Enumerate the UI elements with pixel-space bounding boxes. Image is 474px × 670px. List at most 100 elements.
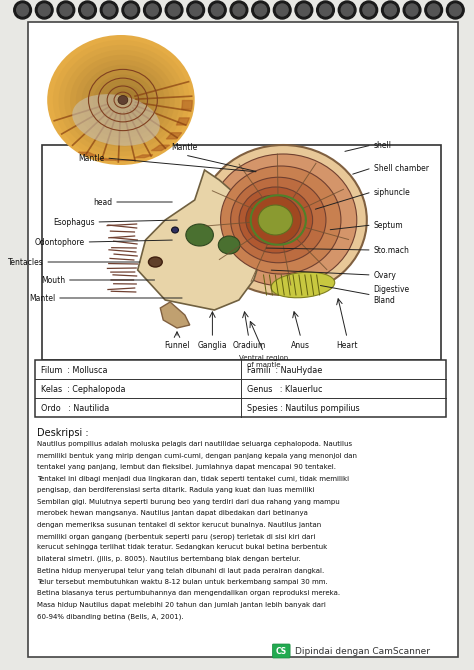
- Text: Anus: Anus: [292, 341, 310, 350]
- Text: Heart: Heart: [337, 341, 358, 350]
- Text: Mouth: Mouth: [41, 275, 65, 285]
- Circle shape: [211, 4, 223, 16]
- Ellipse shape: [186, 224, 213, 246]
- Circle shape: [125, 4, 137, 16]
- Text: Nautilus pompilius adalah moluska pelagis dari nautilidae seluarga cephalopoda. : Nautilus pompilius adalah moluska pelagi…: [37, 441, 353, 447]
- Ellipse shape: [220, 166, 341, 274]
- Text: Tentacles: Tentacles: [8, 257, 43, 267]
- Text: Ordo   : Nautilida: Ordo : Nautilida: [41, 403, 109, 413]
- Ellipse shape: [219, 236, 240, 254]
- Text: Spesies : Nautilus pompilius: Spesies : Nautilus pompilius: [247, 403, 359, 413]
- Circle shape: [403, 1, 421, 19]
- Text: bilateral simetri. (Jilis, p. 8005). Nautilus bertembang biak dengan bertelur.: bilateral simetri. (Jilis, p. 8005). Nau…: [37, 556, 301, 563]
- Circle shape: [449, 4, 461, 16]
- Text: Ganglia: Ganglia: [198, 341, 227, 350]
- Circle shape: [187, 1, 205, 19]
- Circle shape: [425, 1, 443, 19]
- Ellipse shape: [76, 60, 170, 143]
- Circle shape: [382, 1, 399, 19]
- Circle shape: [36, 1, 53, 19]
- Text: Kelas  : Cephalopoda: Kelas : Cephalopoda: [41, 385, 126, 393]
- Circle shape: [295, 1, 313, 19]
- Text: Dipindai dengan CamScanner: Dipindai dengan CamScanner: [295, 647, 430, 657]
- Circle shape: [209, 1, 226, 19]
- Text: Ovary: Ovary: [374, 271, 397, 279]
- FancyBboxPatch shape: [273, 644, 290, 658]
- Ellipse shape: [118, 96, 128, 105]
- Circle shape: [146, 4, 158, 16]
- Circle shape: [79, 1, 96, 19]
- Text: Mantle: Mantle: [78, 153, 104, 163]
- Circle shape: [428, 4, 439, 16]
- Text: 60-94% dibanding betina (Bells, A, 2001).: 60-94% dibanding betina (Bells, A, 2001)…: [37, 614, 184, 620]
- Text: kerucut sehingga terlihat tidak teratur. Sedangkan kerucut bukal betina berbentu: kerucut sehingga terlihat tidak teratur.…: [37, 545, 328, 551]
- Text: merobek hewan mangsanya. Nautilus jantan dapat dibedakan dari betinanya: merobek hewan mangsanya. Nautilus jantan…: [37, 510, 308, 516]
- Text: Famili  : NauHydae: Famili : NauHydae: [247, 366, 322, 375]
- Ellipse shape: [64, 50, 180, 151]
- Ellipse shape: [99, 80, 150, 125]
- Ellipse shape: [148, 257, 162, 267]
- Circle shape: [341, 4, 353, 16]
- Text: shell: shell: [374, 141, 392, 149]
- Text: memiliki bentuk yang mirip dengan cumi-cumi, dengan panjang kepala yang menonjol: memiliki bentuk yang mirip dengan cumi-c…: [37, 452, 357, 458]
- Text: Esophagus: Esophagus: [53, 218, 94, 226]
- Text: Betina biasanya terus pertumbuhannya dan mengendalikan organ reproduksi mereka.: Betina biasanya terus pertumbuhannya dan…: [37, 590, 340, 596]
- Ellipse shape: [72, 94, 160, 146]
- Bar: [36, 360, 447, 417]
- Text: Digestive
Bland: Digestive Bland: [374, 285, 410, 305]
- Ellipse shape: [200, 145, 367, 295]
- Text: Genus   : Klauerluc: Genus : Klauerluc: [247, 385, 322, 393]
- Ellipse shape: [210, 154, 357, 286]
- Bar: [42, 145, 440, 360]
- Circle shape: [122, 1, 140, 19]
- Circle shape: [165, 1, 183, 19]
- Text: Mantle: Mantle: [172, 143, 198, 152]
- Text: Masa hidup Nautilus dapat melebihi 20 tahun dan jumlah jantan lebih banyak dari: Masa hidup Nautilus dapat melebihi 20 ta…: [37, 602, 326, 608]
- Text: Betina hidup menyerupai telur yang telah dibunahi di laut pada perairan dangkal.: Betina hidup menyerupai telur yang telah…: [37, 567, 325, 574]
- Circle shape: [273, 1, 291, 19]
- Ellipse shape: [110, 89, 140, 115]
- Ellipse shape: [246, 195, 301, 245]
- Ellipse shape: [93, 74, 155, 129]
- Circle shape: [190, 4, 201, 16]
- Circle shape: [144, 1, 161, 19]
- Text: dengan memeriksa susunan tentakel di sektor kerucut bunalnya. Nautilus jantan: dengan memeriksa susunan tentakel di sek…: [37, 521, 321, 527]
- Text: Filum  : Mollusca: Filum : Mollusca: [41, 366, 108, 375]
- Text: Funnel: Funnel: [164, 341, 190, 350]
- Text: Tentakel ini dibagi menjadi dua lingkaran dan, tidak seperti tentakel cumi, tida: Tentakel ini dibagi menjadi dua lingkara…: [37, 476, 349, 482]
- Circle shape: [82, 4, 93, 16]
- Polygon shape: [137, 170, 264, 310]
- Circle shape: [317, 1, 334, 19]
- Circle shape: [384, 4, 396, 16]
- Ellipse shape: [82, 65, 164, 138]
- Text: Ventral region
of mantle: Ventral region of mantle: [239, 355, 288, 368]
- Text: Septum: Septum: [374, 220, 403, 230]
- Polygon shape: [160, 302, 190, 328]
- Circle shape: [363, 4, 374, 16]
- Circle shape: [230, 1, 248, 19]
- Ellipse shape: [87, 70, 160, 133]
- Circle shape: [233, 4, 245, 16]
- Text: Sto.mach: Sto.mach: [374, 245, 410, 255]
- Circle shape: [447, 1, 464, 19]
- Text: Oradium: Oradium: [232, 341, 265, 350]
- Text: Mantel: Mantel: [29, 293, 55, 302]
- Text: Shell chamber: Shell chamber: [374, 163, 428, 172]
- Text: memiliki organ gangang (berbentuk seperti paru (serop) terletak di sisi kiri dar: memiliki organ gangang (berbentuk sepert…: [37, 533, 316, 539]
- Circle shape: [103, 4, 115, 16]
- Ellipse shape: [53, 40, 190, 161]
- Circle shape: [252, 1, 269, 19]
- Ellipse shape: [172, 227, 179, 233]
- Circle shape: [298, 4, 310, 16]
- Circle shape: [319, 4, 331, 16]
- Circle shape: [57, 1, 75, 19]
- Circle shape: [276, 4, 288, 16]
- Text: pengisap, dan berdiferensiasi serta ditarik. Radula yang kuat dan luas memiliki: pengisap, dan berdiferensiasi serta dita…: [37, 487, 315, 493]
- Text: CS: CS: [276, 647, 287, 655]
- Ellipse shape: [231, 178, 326, 263]
- Text: Telur tersebut membutuhkan waktu 8-12 bulan untuk berkembang sampai 30 mm.: Telur tersebut membutuhkan waktu 8-12 bu…: [37, 579, 328, 585]
- Circle shape: [255, 4, 266, 16]
- Ellipse shape: [59, 45, 185, 156]
- Circle shape: [406, 4, 418, 16]
- Ellipse shape: [258, 205, 292, 235]
